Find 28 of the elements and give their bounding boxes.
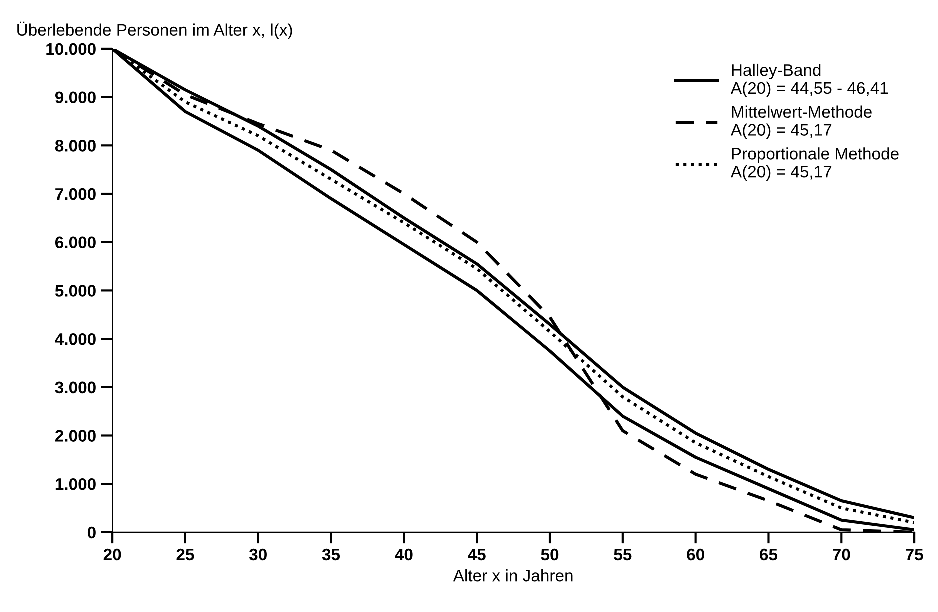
- x-tick-label: 70: [833, 548, 850, 561]
- y-axis-title: Überlebende Personen im Alter x, l(x): [18, 22, 292, 40]
- x-tick-label: 40: [395, 548, 413, 561]
- x-tick-label: 55: [614, 549, 632, 561]
- x-tick-label: 25: [176, 548, 194, 561]
- x-tick-label: 20: [104, 548, 122, 561]
- y-tick-label: 10.000: [46, 43, 96, 56]
- y-tick-label: 3.000: [55, 382, 96, 394]
- y-tick-label: 0: [88, 526, 96, 539]
- y-tick-label: 5.000: [55, 285, 96, 297]
- y-tick-label: 4.000: [55, 333, 96, 346]
- y-tick-label: 9.000: [55, 92, 96, 104]
- x-tick-label: 45: [468, 549, 486, 561]
- x-tick-label: 35: [322, 548, 340, 561]
- x-tick-label: 65: [760, 548, 778, 561]
- x-tick-label: 60: [687, 548, 704, 561]
- y-tick-label: 7.000: [56, 188, 96, 200]
- x-tick-label: 30: [249, 548, 267, 561]
- y-tick-label: 1.000: [56, 478, 96, 490]
- legend-label: Halley-Band A(20) = 44,55 - 46,41: [730, 64, 888, 98]
- x-tick-label: 75: [906, 549, 924, 561]
- x-axis-title: Alter x in Jahren: [453, 570, 573, 582]
- y-tick-label: 8.000: [55, 140, 96, 152]
- legend-label: Proportionale Methode A(20) = 45,17: [730, 148, 899, 182]
- legend-label: Mittelwert-Methode A(20) = 45,17: [730, 106, 872, 140]
- x-tick-label: 50: [541, 548, 559, 561]
- y-tick-label: 6.000: [55, 236, 96, 249]
- y-tick-label: 2.000: [55, 430, 96, 442]
